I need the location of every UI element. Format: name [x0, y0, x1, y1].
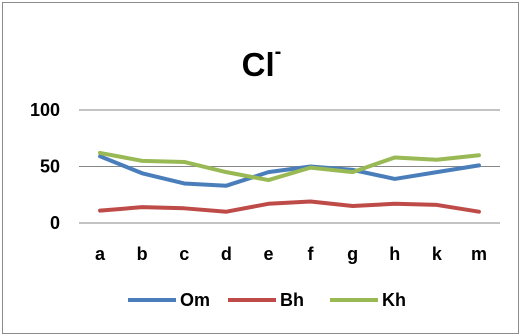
- y-tick-label: 100: [30, 100, 60, 120]
- x-tick-label: g: [347, 244, 358, 264]
- legend-label: Om: [180, 290, 210, 310]
- x-tick-label: e: [263, 244, 273, 264]
- x-tick-label: f: [308, 244, 315, 264]
- y-axis-tick-labels: 0 50 100: [30, 100, 60, 233]
- legend-item-bh: Bh: [228, 290, 304, 310]
- x-tick-label: h: [389, 244, 400, 264]
- x-tick-label: k: [432, 244, 443, 264]
- legend: Om Bh Kh: [128, 290, 406, 310]
- x-tick-label: d: [221, 244, 232, 264]
- chart-frame: [2, 2, 519, 334]
- x-tick-label: c: [179, 244, 189, 264]
- legend-label: Kh: [382, 290, 406, 310]
- x-tick-label: a: [95, 244, 106, 264]
- gridlines: [79, 109, 500, 224]
- series-line-kh: [98, 150, 481, 183]
- chart-title-text: Cl: [241, 46, 275, 83]
- chart-title: Cl-: [0, 38, 523, 85]
- y-tick-label: 50: [40, 157, 60, 177]
- legend-label: Bh: [280, 290, 304, 310]
- legend-item-om: Om: [128, 290, 210, 310]
- series-lines: [98, 150, 481, 214]
- legend-item-kh: Kh: [330, 290, 406, 310]
- series-line-om: [98, 154, 481, 188]
- x-tick-label: b: [137, 244, 148, 264]
- x-tick-label: m: [471, 244, 487, 264]
- chart-title-superscript: -: [274, 41, 282, 63]
- y-tick-label: 0: [50, 213, 60, 233]
- series-line-bh: [98, 199, 481, 214]
